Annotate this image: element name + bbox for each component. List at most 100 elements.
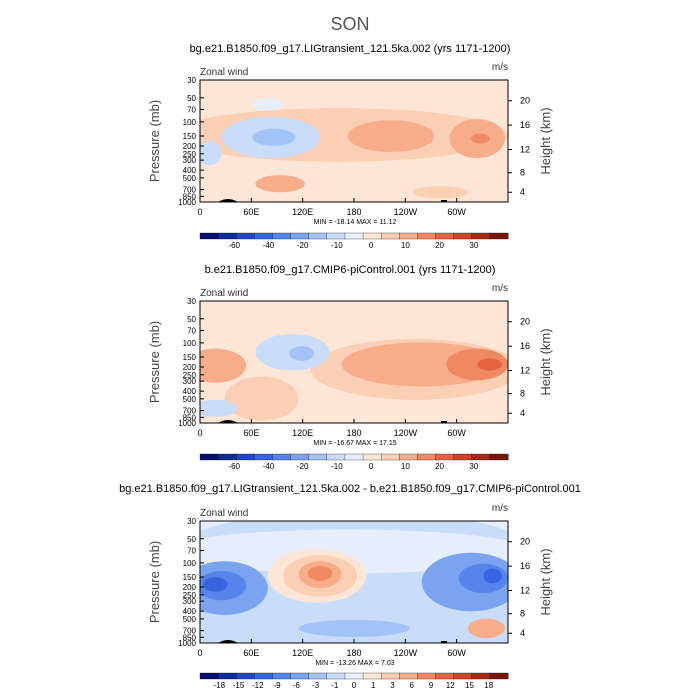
- contour-field: [200, 301, 508, 423]
- pressure-tick-label: 400: [183, 387, 197, 396]
- colorbar-swatch: [435, 232, 455, 240]
- pressure-tick-label: 200: [183, 363, 197, 372]
- colorbar-tick-label: 15: [465, 681, 474, 690]
- lon-tick-label: 120W: [394, 207, 418, 217]
- pressure-tick-label: 100: [183, 118, 197, 127]
- colorbar-tick-label: -15: [233, 681, 245, 690]
- colorbar-tick-label: 10: [401, 241, 410, 250]
- min-max-stats: MIN = -18.14 MAX = 11.12: [314, 219, 397, 226]
- colorbar-tick-label: -1: [331, 681, 339, 690]
- height-tick-label: 12: [520, 145, 530, 155]
- pressure-tick-label: 400: [183, 607, 197, 616]
- colorbar-tick-label: -12: [252, 681, 264, 690]
- colorbar-tick-label: 9: [429, 681, 434, 690]
- colorbar-swatch: [417, 453, 436, 461]
- colorbar-swatch: [381, 672, 400, 680]
- colorbar-swatch: [199, 672, 219, 680]
- lon-tick-label: 120E: [292, 207, 313, 217]
- pressure-tick-label: 50: [187, 535, 196, 544]
- colorbar-tick-label: -10: [331, 462, 343, 471]
- chart-panel-3: bg.e21.B1850.f09_g17.LIGtransient_121.5k…: [119, 483, 581, 690]
- colorbar-swatch: [344, 672, 364, 680]
- colorbar-swatch: [344, 232, 364, 240]
- colorbar-swatch: [471, 672, 491, 680]
- colorbar-swatch: [217, 232, 237, 240]
- colorbar-swatch: [344, 453, 364, 461]
- colorbar-swatch: [399, 453, 418, 461]
- colorbar-swatch: [399, 672, 418, 680]
- colorbar-swatch: [254, 232, 273, 240]
- pressure-tick-label: 700: [183, 407, 197, 416]
- height-tick-label: 12: [520, 586, 530, 596]
- colorbar-swatch: [326, 232, 346, 240]
- height-tick-label: 20: [520, 537, 530, 547]
- lon-tick-label: 180: [346, 207, 361, 217]
- colorbar-tick-label: -9: [273, 681, 281, 690]
- pressure-tick-label: 500: [183, 615, 197, 624]
- colorbar-tick-label: 20: [435, 241, 444, 250]
- colorbar-tick-label: 10: [401, 462, 410, 471]
- height-tick-label: 4: [520, 187, 525, 197]
- height-tick-label: 8: [520, 168, 525, 178]
- pressure-tick-label: 500: [183, 395, 197, 404]
- lon-tick-label: 120E: [292, 428, 313, 438]
- colorbar-swatch: [435, 453, 455, 461]
- colorbar-swatch: [326, 672, 346, 680]
- pressure-tick-label: 50: [187, 94, 196, 103]
- chart-title: bg.e21.B1850.f09_g17.LIGtransient_121.5k…: [119, 483, 581, 495]
- units-label: m/s: [492, 503, 508, 514]
- pressure-tick-label: 250: [183, 591, 197, 600]
- height-tick-label: 16: [520, 561, 530, 571]
- y-axis-right-label: Height (km): [538, 107, 553, 174]
- colorbar-tick-label: 30: [469, 241, 478, 250]
- contour-region: [471, 133, 490, 144]
- contour-region: [298, 619, 410, 637]
- y-axis-label: Pressure (mb): [147, 100, 162, 182]
- colorbar-swatch: [217, 453, 237, 461]
- colorbar-swatch: [326, 453, 346, 461]
- pressure-tick-label: 250: [183, 150, 197, 159]
- colorbar-swatch: [417, 672, 436, 680]
- colorbar-swatch: [453, 672, 473, 680]
- lon-tick-label: 0: [197, 428, 202, 438]
- contour-field: [200, 80, 508, 202]
- contour-region: [224, 376, 299, 421]
- topography-mask: [441, 421, 447, 423]
- lon-tick-label: 180: [346, 428, 361, 438]
- pressure-tick-label: 700: [183, 186, 197, 195]
- colorbar-swatch: [308, 672, 328, 680]
- colorbar-swatch: [471, 232, 491, 240]
- colorbar-tick-label: 18: [484, 681, 493, 690]
- colorbar-swatch: [217, 672, 237, 680]
- colorbar-tick-label: 0: [352, 681, 357, 690]
- colorbar-swatch: [417, 232, 436, 240]
- height-tick-label: 20: [520, 96, 530, 106]
- min-max-stats: MIN = -16.67 MAX = 17.15: [313, 440, 396, 447]
- pressure-tick-label: 1000: [178, 419, 196, 428]
- pressure-tick-label: 30: [187, 517, 196, 526]
- pressure-tick-label: 850: [183, 192, 197, 201]
- colorbar-swatch: [399, 232, 418, 240]
- colorbar-tick-label: -3: [312, 681, 320, 690]
- contour-region: [255, 175, 305, 193]
- colorbar-swatch: [290, 453, 310, 461]
- contour-region: [412, 186, 468, 199]
- pressure-tick-label: 300: [183, 377, 197, 386]
- height-tick-label: 4: [520, 408, 525, 418]
- contour-region: [200, 141, 222, 166]
- colorbar-swatch: [362, 232, 382, 240]
- page-title: SON: [330, 14, 369, 34]
- colorbar-tick-label: -60: [228, 241, 240, 250]
- colorbar-swatch: [254, 672, 273, 680]
- colorbar-tick-label: -10: [331, 241, 343, 250]
- pressure-tick-label: 30: [187, 76, 196, 85]
- lon-tick-label: 0: [197, 648, 202, 658]
- pressure-tick-label: 300: [183, 156, 197, 165]
- topography-mask: [218, 640, 238, 643]
- colorbar-swatch: [453, 232, 473, 240]
- colorbar-tick-label: 0: [369, 241, 374, 250]
- topography-mask: [441, 200, 447, 202]
- colorbar-swatch: [308, 453, 328, 461]
- lon-tick-label: 120E: [292, 648, 313, 658]
- pressure-tick-label: 50: [187, 315, 196, 324]
